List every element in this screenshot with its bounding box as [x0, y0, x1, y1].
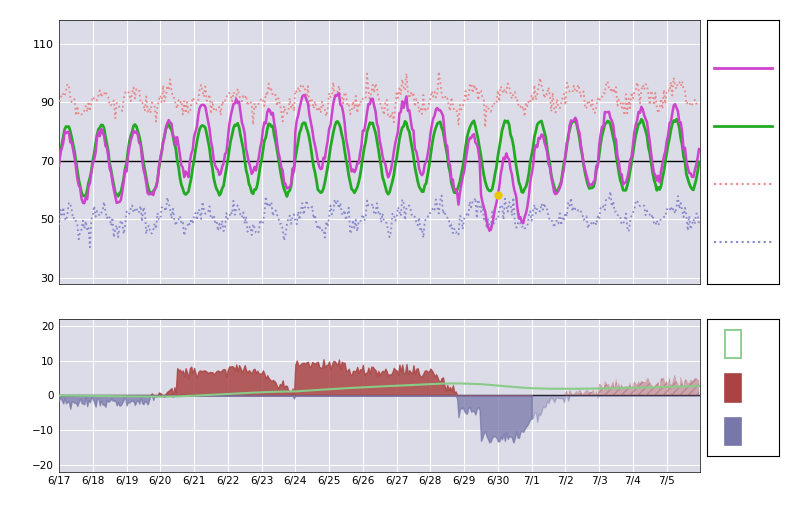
Bar — [725, 418, 741, 445]
Bar — [725, 331, 741, 358]
Bar — [725, 331, 741, 358]
Bar — [725, 374, 741, 402]
